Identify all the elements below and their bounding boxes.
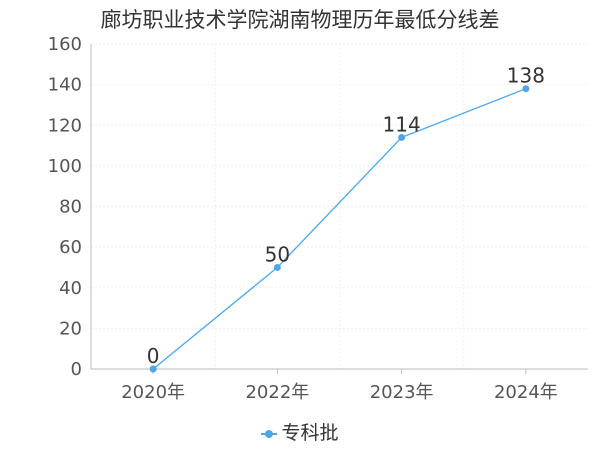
data-label: 138	[507, 64, 545, 88]
x-tick-label: 2022年	[245, 382, 309, 403]
x-tick-label: 2024年	[494, 382, 558, 403]
legend[interactable]: 专科批	[0, 418, 600, 445]
y-tick-label: 100	[48, 156, 82, 177]
series-line	[152, 88, 527, 370]
y-tick-label: 140	[48, 75, 82, 96]
data-label: 114	[383, 112, 421, 136]
y-tick-label: 0	[71, 359, 82, 380]
y-tick-label: 160	[48, 34, 82, 55]
data-label: 0	[147, 344, 160, 368]
x-tick-label: 2023年	[370, 382, 434, 403]
data-point[interactable]	[273, 263, 281, 271]
legend-label: 专科批	[281, 422, 339, 444]
axis-layer: 0 20 40 60 80 100 120 140 160 2020年 2022年 2023年 2024…	[48, 34, 588, 403]
x-tick-label: 2020年	[121, 382, 185, 403]
data-point[interactable]	[398, 133, 406, 141]
y-tick-label: 80	[59, 197, 82, 218]
y-tick-label: 40	[59, 278, 82, 299]
legend-marker-icon	[261, 429, 278, 439]
chart-title: 廊坊职业技术学院湖南物理历年最低分线差	[100, 8, 500, 32]
data-point[interactable]	[522, 85, 530, 93]
data-point[interactable]	[149, 365, 157, 373]
y-tick-label: 120	[48, 115, 82, 136]
grid-layer	[91, 43, 588, 369]
y-tick-label: 60	[59, 237, 82, 258]
label-layer: 0 50 114 138	[147, 64, 545, 368]
data-label: 50	[265, 242, 290, 266]
series-layer	[149, 85, 530, 373]
y-tick-label: 20	[59, 318, 82, 339]
